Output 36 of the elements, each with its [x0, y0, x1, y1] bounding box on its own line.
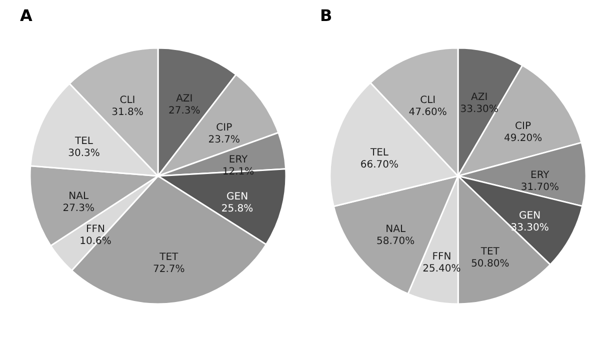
slice-label: TEL: [369, 148, 389, 159]
chart-title: B: [320, 6, 332, 25]
data-label: 58.70%: [376, 236, 415, 248]
slice-label: FFN: [432, 251, 452, 262]
data-label: 27.3%: [62, 203, 94, 214]
slice-label: CIP: [216, 122, 232, 134]
data-label: 25.8%: [221, 204, 254, 215]
data-label: 31.70%: [520, 182, 559, 193]
slice-label: AZI: [471, 92, 488, 103]
slice-label: TET: [158, 252, 180, 264]
data-label: 25.40%: [422, 263, 461, 274]
slice-label: GEN: [519, 210, 541, 222]
data-label: 31.8%: [112, 106, 144, 118]
data-label: 23.7%: [208, 134, 240, 146]
slice-label: TET: [480, 246, 500, 258]
slice-label: AZI: [176, 93, 193, 104]
data-label: 49.20%: [504, 133, 542, 144]
chart-title: A: [20, 6, 33, 25]
slice-label: ERY: [228, 154, 249, 166]
slice-label: CLI: [420, 94, 436, 106]
slice-label: FFN: [86, 224, 106, 236]
slice-label: ERY: [530, 170, 550, 181]
slice-label: GEN: [226, 192, 248, 203]
data-label: 33.30%: [510, 222, 549, 234]
slice-label: CLI: [120, 94, 136, 106]
data-label: 30.3%: [68, 148, 100, 159]
data-label: 72.7%: [152, 264, 185, 276]
slice-label: CIP: [515, 121, 532, 132]
slice-label: TEL: [74, 136, 94, 147]
data-label: 27.3%: [168, 105, 200, 116]
data-label: 10.6%: [80, 236, 112, 248]
data-label: 50.80%: [471, 258, 510, 270]
data-label: 47.60%: [408, 106, 447, 118]
slice-label: NAL: [68, 191, 89, 202]
slice-label: NAL: [386, 224, 406, 236]
data-label: 66.70%: [360, 160, 399, 171]
